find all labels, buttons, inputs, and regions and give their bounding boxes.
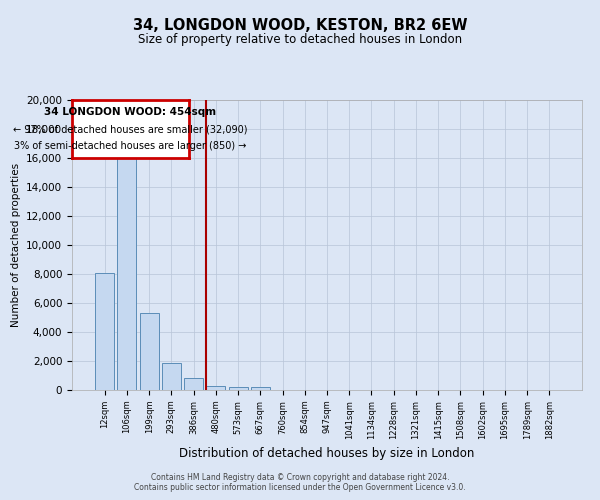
Text: 34 LONGDON WOOD: 454sqm: 34 LONGDON WOOD: 454sqm	[44, 106, 217, 117]
Y-axis label: Number of detached properties: Number of detached properties	[11, 163, 20, 327]
Bar	[95, 272, 114, 390]
Bar	[229, 387, 248, 390]
Bar	[162, 363, 181, 390]
Bar	[118, 151, 136, 390]
Bar	[184, 378, 203, 390]
Bar	[140, 313, 158, 390]
Bar	[206, 386, 225, 390]
Text: 34, LONGDON WOOD, KESTON, BR2 6EW: 34, LONGDON WOOD, KESTON, BR2 6EW	[133, 18, 467, 32]
Text: ← 97% of detached houses are smaller (32,090): ← 97% of detached houses are smaller (32…	[13, 124, 248, 134]
Text: 3% of semi-detached houses are larger (850) →: 3% of semi-detached houses are larger (8…	[14, 142, 247, 152]
Bar	[251, 386, 270, 390]
Text: Size of property relative to detached houses in London: Size of property relative to detached ho…	[138, 32, 462, 46]
Text: Contains HM Land Registry data © Crown copyright and database right 2024.
Contai: Contains HM Land Registry data © Crown c…	[134, 473, 466, 492]
X-axis label: Distribution of detached houses by size in London: Distribution of detached houses by size …	[179, 447, 475, 460]
